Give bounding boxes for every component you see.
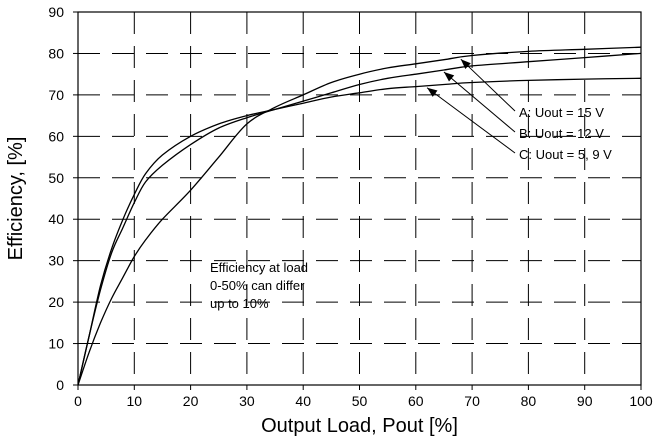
arrow-head-a xyxy=(460,59,471,69)
x-tick-label-100: 100 xyxy=(629,393,653,409)
y-tick-label-40: 40 xyxy=(48,211,64,227)
y-tick-label-30: 30 xyxy=(48,253,64,269)
legend-label-c: C: Uout = 5, 9 V xyxy=(519,147,612,162)
y-tick-label-10: 10 xyxy=(48,336,64,352)
y-tick-labels: 0 10 20 30 40 50 60 70 80 90 xyxy=(48,4,78,393)
note-line-2: 0-50% can differ xyxy=(210,278,305,293)
legend-label-a: A: Uout = 15 V xyxy=(519,105,604,120)
y-tick-label-50: 50 xyxy=(48,170,64,186)
note-line-3: up to 10% xyxy=(210,296,269,311)
note-line-1: Efficiency at load xyxy=(210,260,308,275)
y-tick-label-20: 20 xyxy=(48,294,64,310)
series-lines xyxy=(77,46,642,386)
callout-line-c xyxy=(426,87,516,154)
callout-line-b xyxy=(443,71,516,133)
x-tick-labels: 0 10 20 30 40 50 60 70 80 90 100 xyxy=(74,385,653,409)
legend-callouts: A: Uout = 15 V B: Uout = 12 V C: Uout = … xyxy=(426,58,612,162)
arrow-head-b xyxy=(443,72,455,82)
legend-label-b: B: Uout = 12 V xyxy=(519,126,604,141)
x-tick-label-90: 90 xyxy=(577,393,593,409)
x-tick-label-0: 0 xyxy=(74,393,82,409)
x-tick-label-60: 60 xyxy=(408,393,424,409)
x-tick-label-10: 10 xyxy=(127,393,143,409)
x-tick-label-30: 30 xyxy=(239,393,255,409)
efficiency-note: Efficiency at load 0-50% can differ up t… xyxy=(210,260,308,311)
arrow-head-c xyxy=(427,87,438,97)
x-tick-label-70: 70 xyxy=(464,393,480,409)
y-axis-title: Efficiency, [%] xyxy=(5,137,27,261)
y-tick-label-70: 70 xyxy=(48,87,64,103)
y-tick-label-90: 90 xyxy=(48,4,64,20)
series-line-b xyxy=(77,52,642,386)
series-line-c xyxy=(77,77,642,386)
x-tick-label-20: 20 xyxy=(183,393,199,409)
x-tick-label-80: 80 xyxy=(521,393,537,409)
callout-line-a xyxy=(460,58,516,112)
x-tick-label-40: 40 xyxy=(295,393,311,409)
y-tick-label-60: 60 xyxy=(48,128,64,144)
x-tick-label-50: 50 xyxy=(352,393,368,409)
y-tick-label-80: 80 xyxy=(48,45,64,61)
x-axis-title: Output Load, Pout [%] xyxy=(261,415,458,437)
grid xyxy=(78,12,641,385)
y-tick-label-0: 0 xyxy=(56,377,64,393)
series-line-a xyxy=(77,46,642,386)
